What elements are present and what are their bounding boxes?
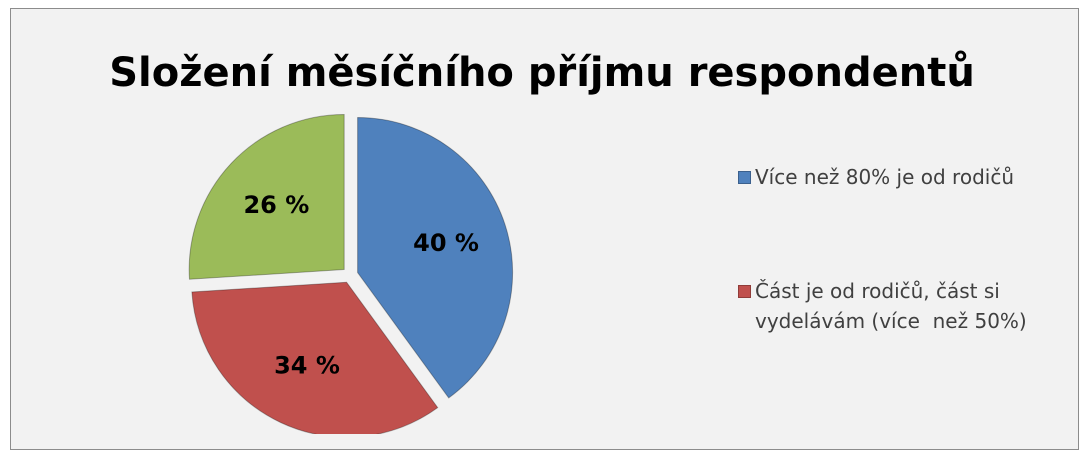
page: Složení měsíčního příjmu respondentů 40 …: [10, 8, 1079, 450]
legend-label: Část je od rodičů, část si vydelávám (ví…: [755, 279, 1027, 333]
chart: Složení měsíčního příjmu respondentů 40 …: [109, 49, 975, 434]
legend-swatch: [738, 285, 751, 298]
chart-title: Složení měsíčního příjmu respondentů: [109, 49, 975, 96]
data-label: 26 %: [243, 191, 309, 219]
legend-item: Část je od rodičů, část si vydelávám (ví…: [738, 276, 1068, 336]
legend-swatch: [738, 171, 751, 184]
data-label: 34 %: [274, 351, 340, 379]
pie-slice: [191, 281, 439, 434]
legend-item: Více než 80% je od rodičů: [738, 162, 1068, 192]
pie-slice: [188, 114, 345, 280]
legend-label: Více než 80% je od rodičů: [755, 165, 1014, 189]
pie-slice: [357, 117, 514, 399]
data-label: 40 %: [413, 229, 479, 257]
chart-frame: [10, 8, 1079, 450]
